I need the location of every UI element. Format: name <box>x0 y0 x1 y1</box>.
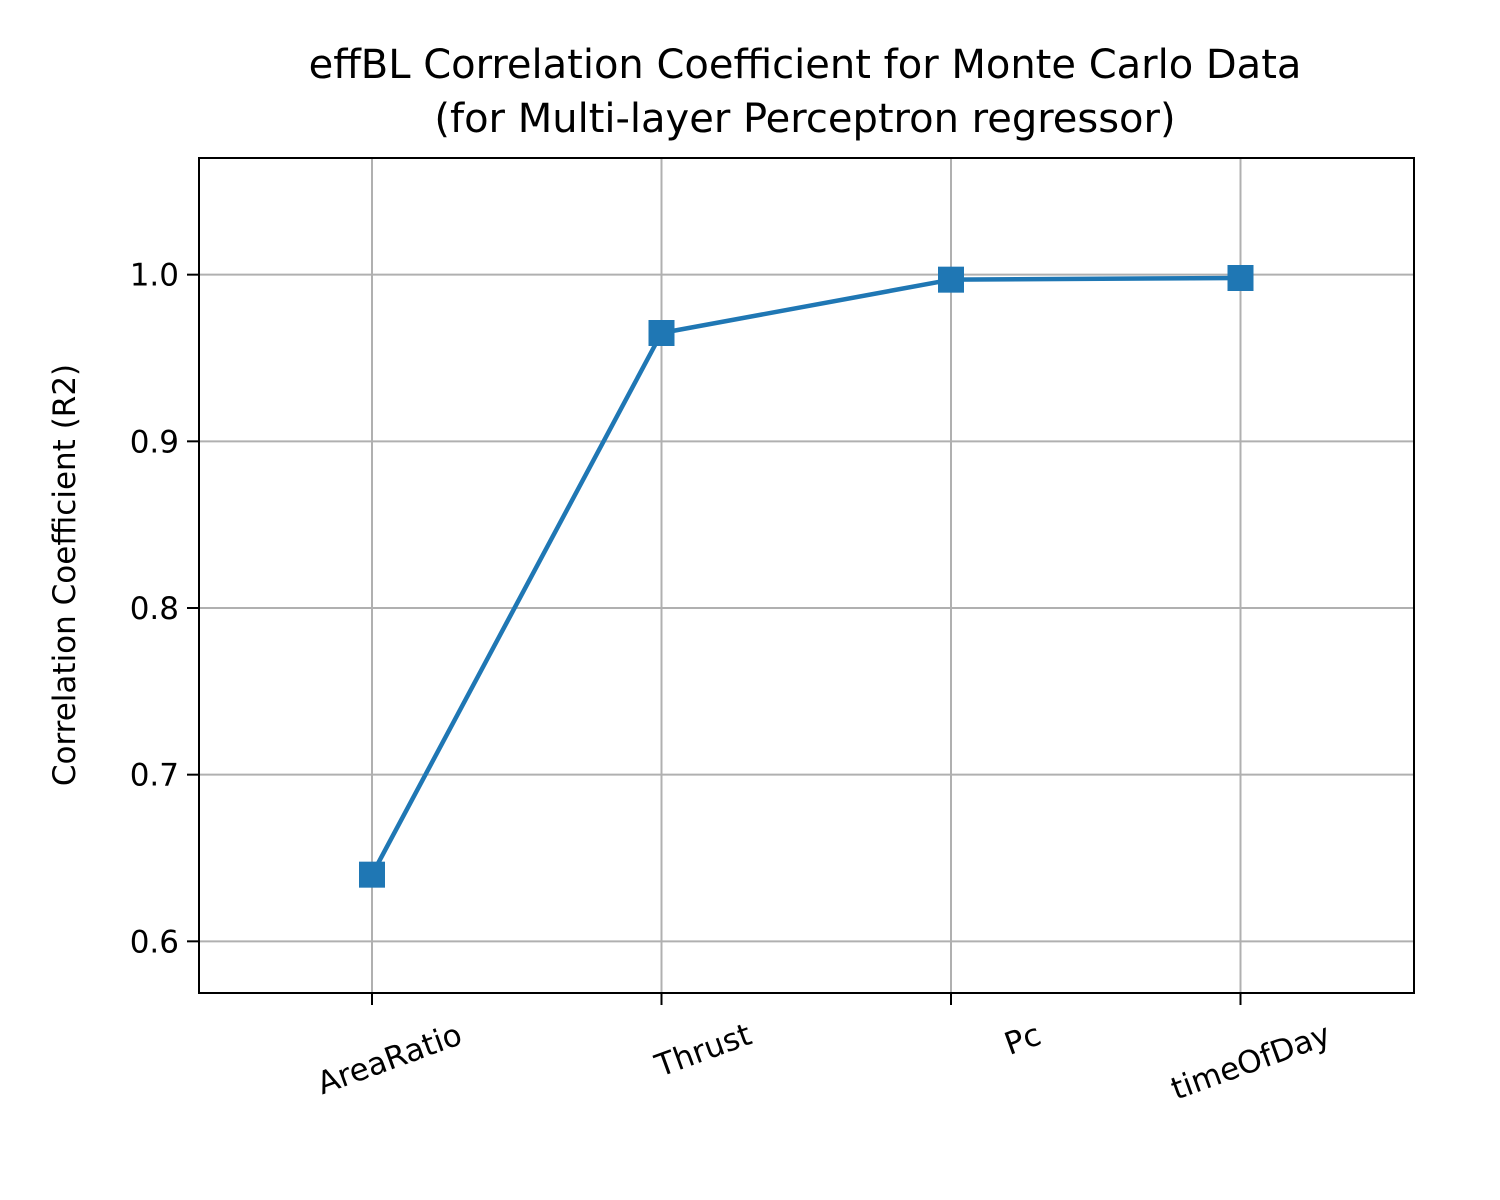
y-tick-label: 1.0 <box>130 258 179 294</box>
y-tick-label: 0.6 <box>130 924 179 960</box>
y-tick-label: 0.8 <box>130 591 179 627</box>
series-layer <box>359 265 1254 888</box>
plot-frame <box>198 157 1415 994</box>
y-tick-label: 0.7 <box>130 758 179 794</box>
chart-subtitle: (for Multi-layer Perceptron regressor) <box>434 96 1175 142</box>
y-axis-ticks: 0.6 0.7 0.8 0.9 1.0 <box>130 258 199 960</box>
series-line <box>369 275 1243 877</box>
chart-title: effBL Correlation Coefficient for Monte … <box>309 42 1302 88</box>
grid <box>199 158 1414 993</box>
y-tick-label: 0.9 <box>130 424 179 460</box>
data-point-marker <box>648 320 675 346</box>
data-point-marker <box>1227 265 1254 291</box>
data-point-marker <box>359 861 385 888</box>
data-point-marker <box>938 266 964 293</box>
y-axis-label: Correlation Coefficient (R2) <box>47 364 83 786</box>
